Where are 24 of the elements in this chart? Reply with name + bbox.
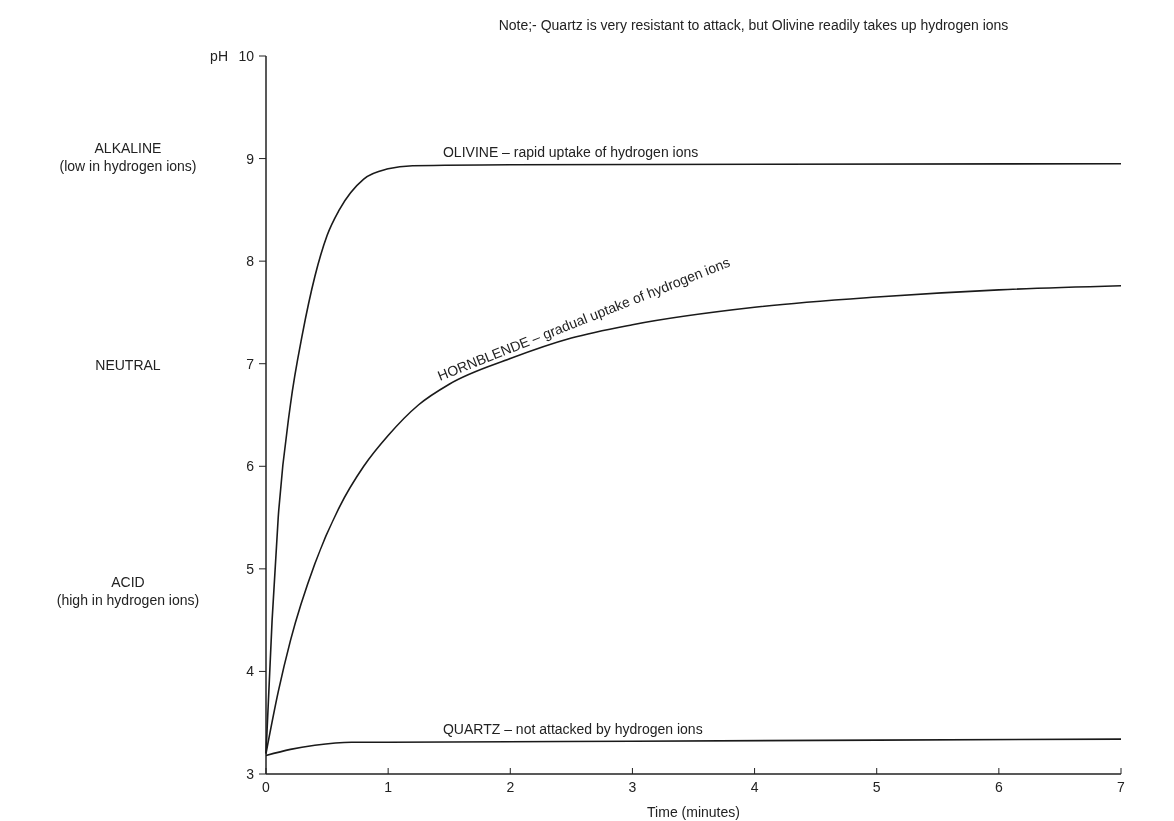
chart-title: Note;- Quartz is very resistant to attack, but Olivine readily takes up hydrogen ions <box>498 17 1009 33</box>
x-tick-label: 4 <box>750 779 759 795</box>
y-axis-title: pH <box>210 48 228 64</box>
y-tick-label: 9 <box>246 150 255 167</box>
x-tick-label: 3 <box>628 779 637 795</box>
x-tick-label: 0 <box>262 779 271 795</box>
y-tick-label: 7 <box>246 355 255 372</box>
text: ALKALINE (low in hydrogen ions) <box>59 139 197 174</box>
series-label: OLIVINE – rapid uptake of hydrogen ions <box>442 144 699 161</box>
y-tick-label: 8 <box>246 253 255 270</box>
y-tick-label: 6 <box>246 458 255 475</box>
y-tick-label: 3 <box>246 766 255 782</box>
text: ACID (high in hydrogen ions) <box>56 573 200 608</box>
x-tick-label: 1 <box>384 779 393 795</box>
series-label: QUARTZ – not attacked by hydrogen ions <box>442 720 703 737</box>
y-tick-label: 4 <box>246 663 255 680</box>
y-tick-label: 5 <box>246 560 255 577</box>
y-tick-label: 10 <box>238 48 255 64</box>
text: NEUTRAL <box>95 356 161 373</box>
x-tick-label: 6 <box>994 779 1003 795</box>
x-tick-label: 2 <box>506 779 515 795</box>
x-axis-title: Time (minutes) <box>647 804 740 820</box>
x-tick-label: 5 <box>872 779 881 795</box>
x-tick-label: 7 <box>1117 779 1126 795</box>
